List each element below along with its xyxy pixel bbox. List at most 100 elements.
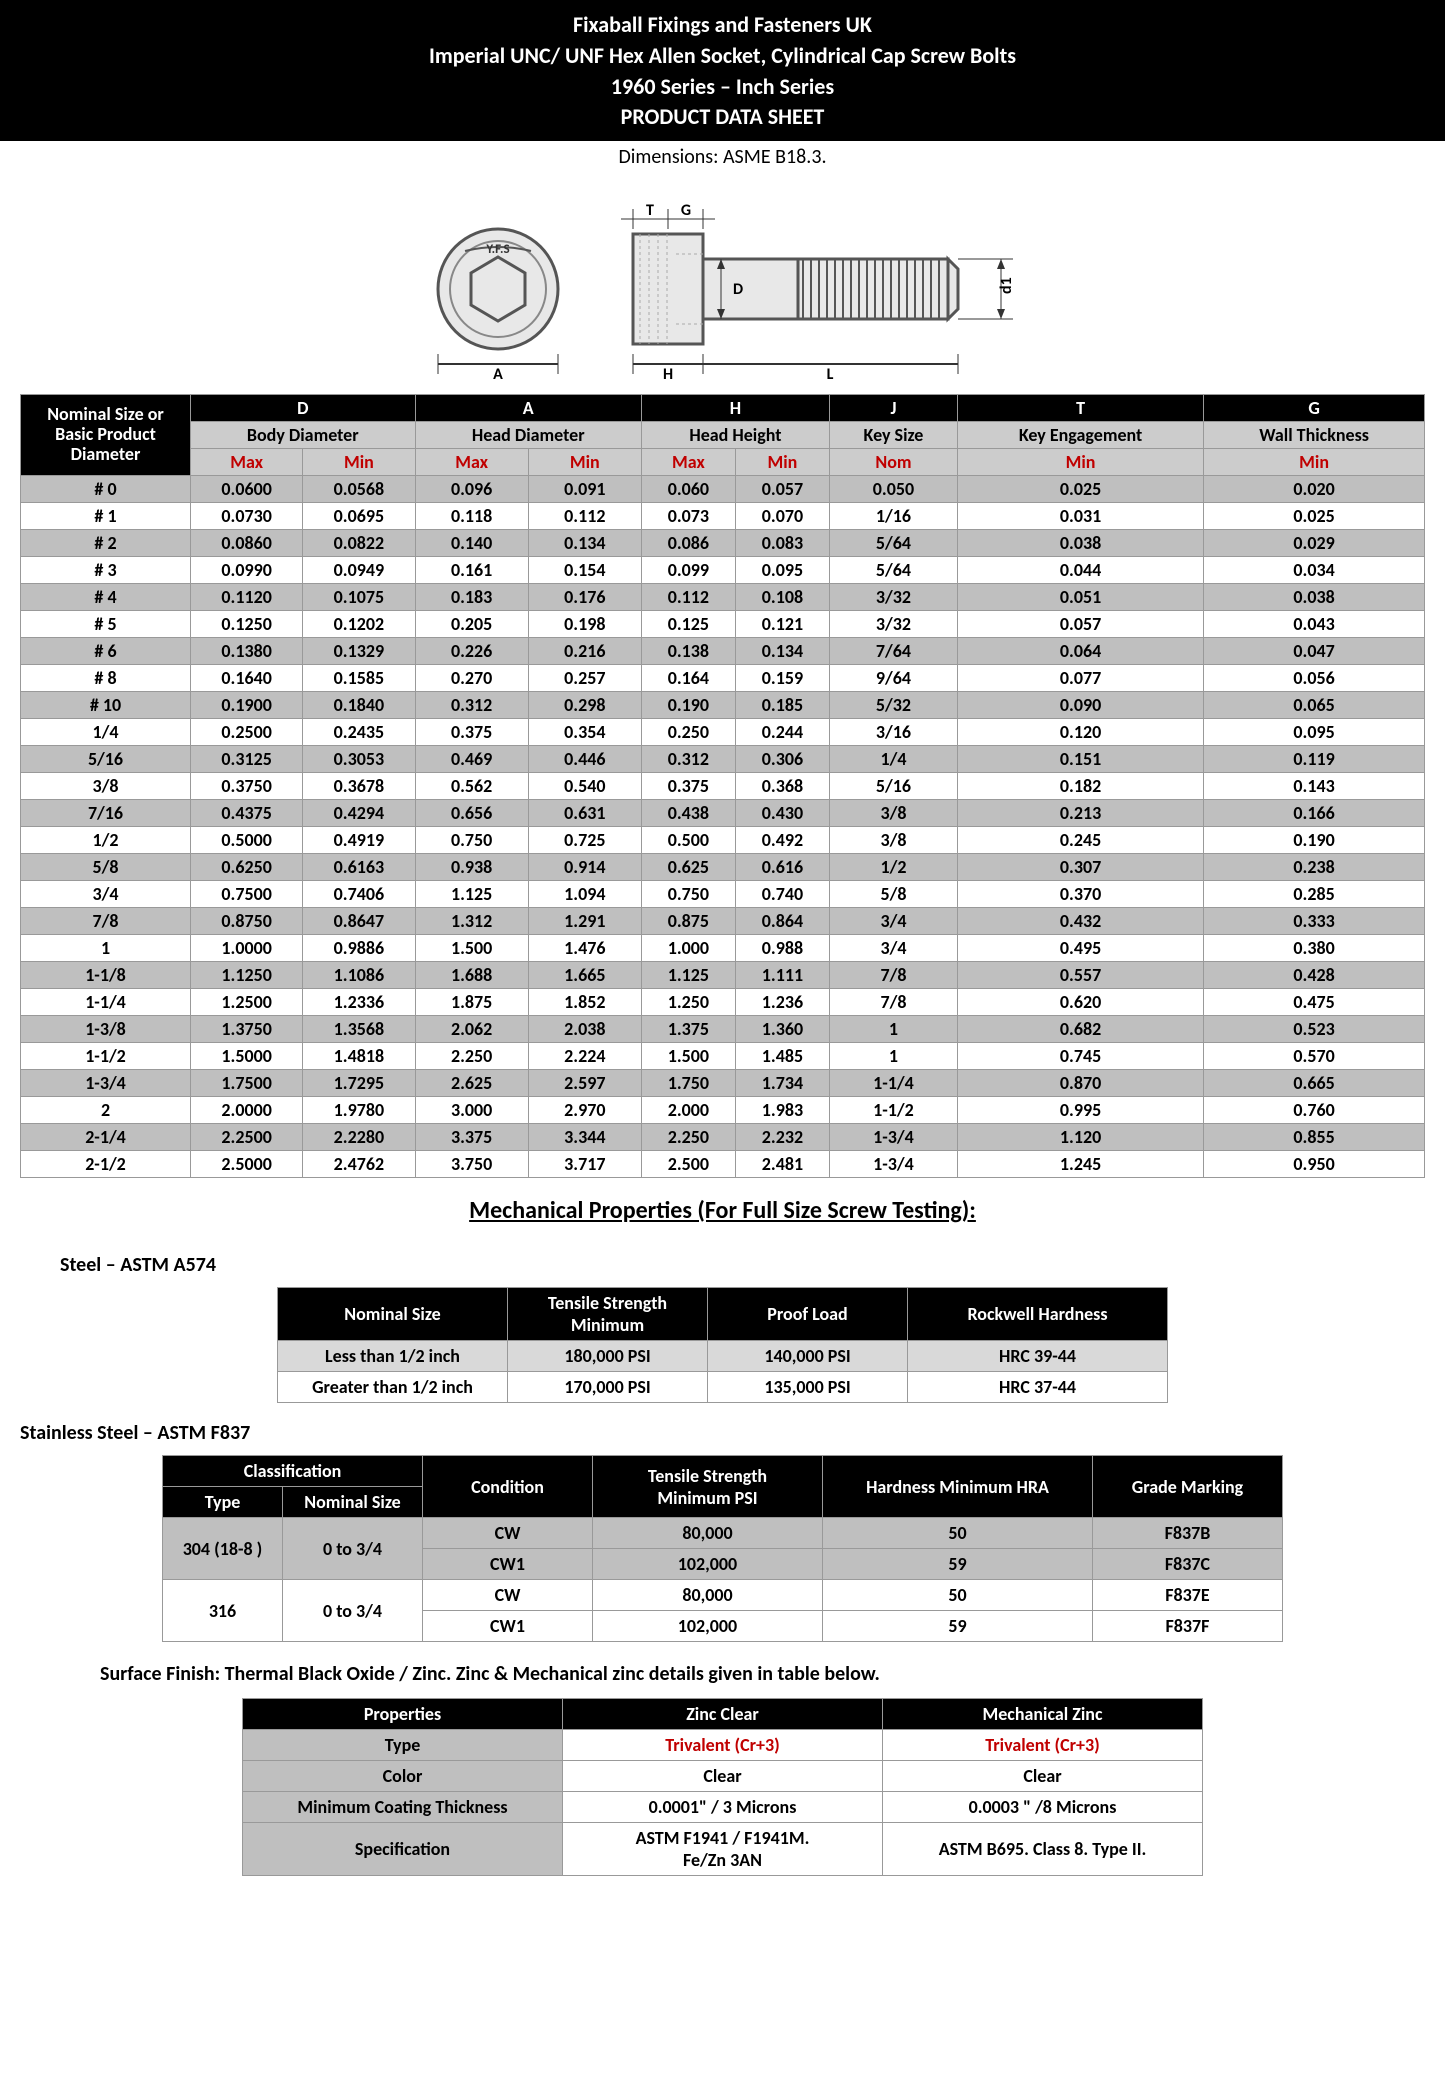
value-cell: 0.492 — [735, 827, 829, 854]
size-cell: # 10 — [21, 692, 191, 719]
value-cell: 0.760 — [1204, 1097, 1425, 1124]
size-cell: 7/8 — [21, 908, 191, 935]
value-cell: 0.495 — [957, 935, 1203, 962]
value-cell: 7/64 — [829, 638, 957, 665]
value-cell: 1.3568 — [303, 1016, 415, 1043]
value-cell: 0.430 — [735, 800, 829, 827]
value-cell: 1.236 — [735, 989, 829, 1016]
value-cell: 0.368 — [735, 773, 829, 800]
value-cell: 1-3/4 — [829, 1151, 957, 1178]
col-header: Condition — [423, 1456, 593, 1518]
row-header-line: Diameter — [25, 445, 186, 465]
value-cell: 0.057 — [957, 611, 1203, 638]
value-cell: 0.4375 — [191, 800, 303, 827]
value-cell: 0.176 — [528, 584, 641, 611]
sub-header: Key Size — [829, 422, 957, 449]
grade-cell: F837F — [1093, 1611, 1283, 1642]
value-cell: 1-1/2 — [829, 1097, 957, 1124]
sub-header: Body Diameter — [191, 422, 416, 449]
value-cell: 1-3/4 — [829, 1124, 957, 1151]
value-cell: 0.029 — [1204, 530, 1425, 557]
sub-header: Wall Thickness — [1204, 422, 1425, 449]
value-cell: 1.734 — [735, 1070, 829, 1097]
size-cell: 3/4 — [21, 881, 191, 908]
type-cell: 316 — [163, 1580, 283, 1642]
zinc-clear-cell: 0.0001" / 3 Microns — [563, 1792, 883, 1823]
col-header: Tensile StrengthMinimum PSI — [593, 1456, 823, 1518]
value-cell: 0.750 — [415, 827, 528, 854]
header-line-2: Imperial UNC/ UNF Hex Allen Socket, Cyli… — [0, 41, 1445, 72]
value-cell: 2.0000 — [191, 1097, 303, 1124]
mech-zinc-cell: 0.0003 " /8 Microns — [883, 1792, 1203, 1823]
value-cell: 0.190 — [641, 692, 735, 719]
value-cell: 0.138 — [641, 638, 735, 665]
size-cell: 1/4 — [21, 719, 191, 746]
value-cell: 0.6163 — [303, 854, 415, 881]
table-row: # 40.11200.10750.1830.1760.1120.1083/320… — [21, 584, 1425, 611]
value-cell: 0.3750 — [191, 773, 303, 800]
size-cell: 1 — [21, 935, 191, 962]
table-row: 3160 to 3/4CW80,00050F837E — [163, 1580, 1283, 1611]
value-cell: 0.540 — [528, 773, 641, 800]
value-cell: HRC 39-44 — [908, 1341, 1168, 1372]
cond-cell: CW1 — [423, 1611, 593, 1642]
table-row: # 100.19000.18400.3120.2980.1900.1855/32… — [21, 692, 1425, 719]
value-cell: 0.616 — [735, 854, 829, 881]
value-cell: 1.094 — [528, 881, 641, 908]
value-cell: 1.688 — [415, 962, 528, 989]
value-cell: 0.134 — [528, 530, 641, 557]
value-cell: 0.375 — [415, 719, 528, 746]
value-cell: 0.1640 — [191, 665, 303, 692]
header-line-3: 1960 Series – Inch Series — [0, 72, 1445, 103]
value-cell: 0.112 — [641, 584, 735, 611]
value-cell: 1 — [829, 1043, 957, 1070]
table-row: 5/80.62500.61630.9380.9140.6250.6161/20.… — [21, 854, 1425, 881]
value-cell: 1.312 — [415, 908, 528, 935]
value-cell: 0.750 — [641, 881, 735, 908]
ts-cell: 102,000 — [593, 1549, 823, 1580]
header-line-4: PRODUCT DATA SHEET — [0, 102, 1445, 133]
cond-cell: CW1 — [423, 1549, 593, 1580]
value-cell: 0.0990 — [191, 557, 303, 584]
value-cell: 0.938 — [415, 854, 528, 881]
sub-header: Head Height — [641, 422, 829, 449]
value-cell: Less than 1/2 inch — [278, 1341, 508, 1372]
group-header: D — [191, 395, 416, 422]
group-header: J — [829, 395, 957, 422]
table-row: Minimum Coating Thickness0.0001" / 3 Mic… — [243, 1792, 1203, 1823]
minmax-header: Max — [191, 449, 303, 476]
size-cell: # 5 — [21, 611, 191, 638]
value-cell: 0.914 — [528, 854, 641, 881]
dimensions-table: Nominal Size orBasic ProductDiameterDAHJ… — [20, 394, 1425, 1178]
minmax-header: Min — [1204, 449, 1425, 476]
value-cell: 0.185 — [735, 692, 829, 719]
value-cell: 0.250 — [641, 719, 735, 746]
table-row: 3/40.75000.74061.1251.0940.7500.7405/80.… — [21, 881, 1425, 908]
value-cell: 0.198 — [528, 611, 641, 638]
minmax-header: Nom — [829, 449, 957, 476]
value-cell: 0.0949 — [303, 557, 415, 584]
value-cell: 0.562 — [415, 773, 528, 800]
value-cell: 0.073 — [641, 503, 735, 530]
property-cell: Specification — [243, 1823, 563, 1876]
col-header: Proof Load — [708, 1288, 908, 1341]
value-cell: 1.5000 — [191, 1043, 303, 1070]
nom-cell: 0 to 3/4 — [283, 1518, 423, 1580]
value-cell: 0.665 — [1204, 1070, 1425, 1097]
value-cell: 0.1900 — [191, 692, 303, 719]
value-cell: 0.140 — [415, 530, 528, 557]
value-cell: 0.226 — [415, 638, 528, 665]
minmax-header: Min — [528, 449, 641, 476]
svg-text:T: T — [646, 201, 654, 220]
value-cell: 2.970 — [528, 1097, 641, 1124]
value-cell: 1.111 — [735, 962, 829, 989]
value-cell: 0.1380 — [191, 638, 303, 665]
size-cell: # 0 — [21, 476, 191, 503]
value-cell: 0.4919 — [303, 827, 415, 854]
value-cell: 0.0568 — [303, 476, 415, 503]
value-cell: 0.307 — [957, 854, 1203, 881]
value-cell: 0.432 — [957, 908, 1203, 935]
mech-zinc-cell: ASTM B695. Class 8. Type II. — [883, 1823, 1203, 1876]
value-cell: 5/64 — [829, 557, 957, 584]
minmax-header: Min — [735, 449, 829, 476]
